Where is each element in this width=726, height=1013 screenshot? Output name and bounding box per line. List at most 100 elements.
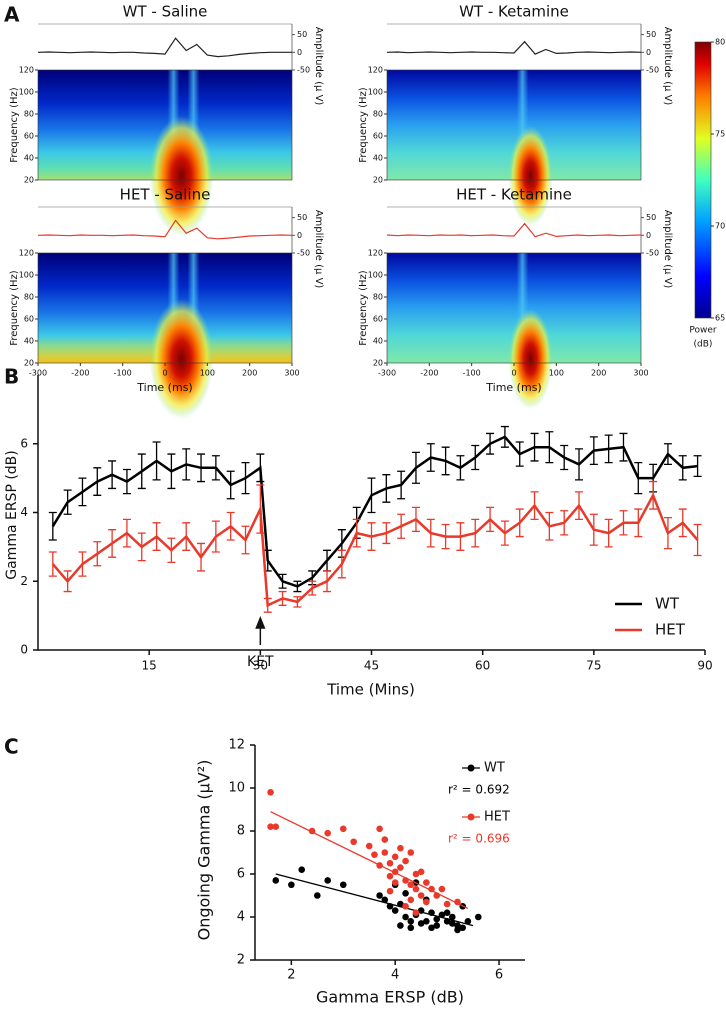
time-tick-label: -200 [420,369,438,378]
scatter-point [407,924,415,932]
spectrogram-frame [37,69,293,181]
scatter-point [314,892,321,899]
x-tick-label: 15 [142,659,157,673]
freq-tick-label: 100 [19,88,34,97]
spectrogram-peak [508,126,553,226]
annotation: KET [247,654,274,670]
scatter-point [386,887,394,895]
spectrogram-peak [149,299,214,419]
y-tick-label: 2 [20,574,28,588]
frequency-label: Frequency (Hz) [358,270,369,346]
scatter-point [423,898,430,906]
time-tick-label: -100 [463,369,481,378]
x-tick-label: 30 [253,659,268,673]
freq-tick-label: 60 [24,315,34,324]
time-tick-label: 200 [242,369,257,378]
colorbar-tick-label: 70 [715,222,725,231]
erp-trace [386,40,642,55]
freq-tick-label: 100 [19,271,34,280]
scatter-point [433,922,441,929]
scatter-point [454,926,461,934]
scatter-point [412,909,420,916]
annotation-arrow [255,615,266,645]
scatter-point [391,853,399,861]
freq-tick-label: 120 [19,66,34,75]
x-tick-label: 90 [697,659,712,673]
freq-tick-label: 20 [373,176,383,185]
y-axis-label: Gamma ERSP (dB) [4,450,20,580]
scatter-point [412,870,420,878]
scatter-point [474,913,482,921]
scatter-point [433,915,441,923]
scatter-point [423,918,430,925]
scatter-point [438,885,446,893]
scatter-point [412,885,420,893]
freq-tick-label: 40 [24,337,34,346]
scatter-point [381,849,389,856]
frequency-label: Frequency (Hz) [358,87,369,163]
scatter-point [397,864,404,871]
scatter-point [407,881,415,889]
scatter-point [402,890,409,897]
freq-tick-label: 80 [373,293,383,302]
scatter-point [288,881,295,889]
spectrogram [387,253,641,409]
colorbar-tick-label: 65 [715,314,725,323]
amp-tick-label: 0 [646,48,651,57]
legend-label: HET [655,621,686,639]
amp-tick-label: 0 [297,231,302,240]
scatter-point [376,825,383,833]
series-line [51,492,699,608]
y-tick-label: 8 [237,824,245,839]
amp-tick-label: -50 [297,66,310,75]
erp-trace [386,222,642,238]
scatter-point [397,844,404,852]
spectrogram-peak [508,309,553,409]
x-axis-label: Time (Mins) [326,681,415,699]
spectrogram [387,70,641,226]
panel-title: HET - Saline [120,186,211,204]
amplitude-label: Amplitude (μ V) [662,27,673,106]
amplitude-label: Amplitude (μ V) [662,210,673,289]
time-tick-label: 300 [633,369,648,378]
time-tick-label: -100 [114,369,132,378]
y-axis-label: Ongoing Gamma (μV²) [195,760,214,941]
amp-tick-label: 50 [646,30,656,39]
scatter-point [459,924,466,932]
panel-label: C [4,735,19,759]
scatter-point [391,879,399,886]
x-tick-label: 45 [364,659,379,673]
scatter-point [386,872,394,880]
freq-tick-label: 100 [368,271,383,280]
time-tick-label: 100 [549,369,564,378]
time-tick-label: -300 [29,369,47,378]
time-tick-label: 300 [284,369,299,378]
legend-marker [467,764,475,772]
panel-label: B [4,365,19,389]
colorbar-tick-label: 80 [715,38,725,47]
scatter-point [272,877,280,884]
x-tick-label: 4 [391,968,399,983]
spectrogram-peak [149,116,214,236]
time-tick-label: 0 [511,369,516,378]
scatter-point [376,892,383,899]
freq-tick-label: 20 [24,176,34,185]
freq-tick-label: 120 [368,249,383,258]
freq-tick-label: 40 [24,154,34,163]
scatter-point [407,918,415,925]
r-squared-label: r² = 0.692 [448,783,510,797]
colorbar-label: Power [689,326,717,336]
freq-tick-label: 60 [24,132,34,141]
amp-tick-label: 0 [297,48,302,57]
scatter-point [449,913,456,921]
scatter-point [397,922,404,929]
amplitude-label: Amplitude (μ V) [313,210,324,289]
fit-line [275,873,474,927]
legend-label: HET [484,810,510,825]
amp-tick-label: -50 [646,66,659,75]
amp-tick-label: 50 [297,30,307,39]
scatter-point [402,857,409,865]
r-squared-label: r² = 0.696 [448,832,510,846]
